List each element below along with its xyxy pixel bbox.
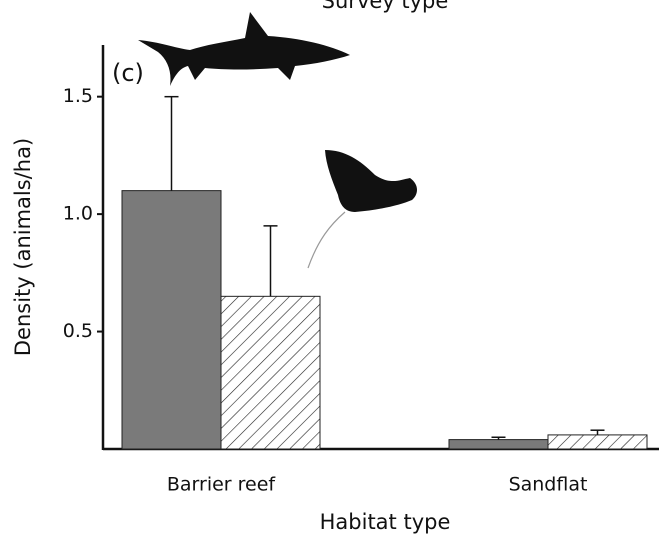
ray-icon — [325, 150, 417, 212]
x-tick-label: Sandflat — [509, 474, 588, 496]
y-axis-label: Density (animals/ha) — [11, 138, 35, 356]
bar — [221, 296, 320, 449]
chart-title: Survey type — [322, 0, 449, 13]
panel-label: (c) — [112, 59, 144, 87]
x-axis-label: Habitat type — [320, 510, 451, 534]
y-tick-label: 1.5 — [63, 85, 93, 107]
bar — [449, 440, 548, 449]
bar — [548, 435, 647, 449]
bar — [122, 191, 221, 449]
chart: Survey type (c) Habitat type Density (an… — [0, 0, 659, 541]
ray-tail — [308, 212, 345, 268]
shark-icon — [138, 12, 350, 86]
x-tick-label: Barrier reef — [167, 474, 277, 496]
y-tick-label: 0.5 — [63, 320, 93, 342]
y-tick-label: 1.0 — [63, 203, 93, 225]
